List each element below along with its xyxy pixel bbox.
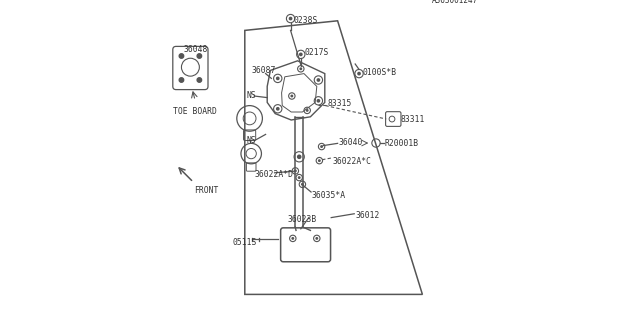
Text: FRONT: FRONT — [195, 186, 219, 195]
Circle shape — [306, 109, 308, 112]
Text: 36040: 36040 — [339, 138, 363, 147]
Circle shape — [320, 145, 323, 148]
Circle shape — [291, 94, 293, 97]
Circle shape — [357, 72, 361, 76]
Circle shape — [300, 68, 302, 70]
Text: 0238S: 0238S — [294, 16, 318, 25]
Circle shape — [276, 107, 280, 111]
Text: 83315: 83315 — [328, 100, 353, 108]
Circle shape — [179, 54, 184, 58]
Circle shape — [317, 99, 320, 103]
Text: 0511S: 0511S — [233, 238, 257, 247]
Text: 36087: 36087 — [252, 66, 276, 75]
Text: 36048: 36048 — [184, 45, 209, 54]
Circle shape — [297, 155, 301, 159]
Circle shape — [291, 237, 294, 240]
Text: 36023B: 36023B — [288, 215, 317, 224]
Text: 36035*A: 36035*A — [312, 191, 346, 200]
Circle shape — [317, 78, 320, 82]
Circle shape — [197, 78, 202, 82]
Text: A363001247: A363001247 — [432, 0, 479, 5]
Text: 83311: 83311 — [401, 115, 426, 124]
Circle shape — [298, 176, 301, 179]
Circle shape — [276, 76, 280, 80]
Circle shape — [179, 78, 184, 82]
Circle shape — [301, 183, 304, 186]
Text: NS: NS — [246, 136, 256, 145]
Circle shape — [289, 17, 292, 20]
Text: 0100S*B: 0100S*B — [362, 68, 396, 77]
Text: TOE BOARD: TOE BOARD — [173, 107, 217, 116]
Text: R20001B: R20001B — [385, 139, 419, 148]
Circle shape — [299, 52, 303, 56]
Text: 36022A*C: 36022A*C — [332, 157, 371, 166]
Circle shape — [316, 237, 318, 240]
Circle shape — [294, 170, 297, 172]
Text: 36022A*D: 36022A*D — [254, 170, 293, 179]
Circle shape — [318, 159, 321, 162]
Text: NS: NS — [246, 92, 256, 100]
Text: 0217S: 0217S — [305, 48, 329, 57]
Circle shape — [197, 54, 202, 58]
Text: 36012: 36012 — [355, 211, 380, 220]
